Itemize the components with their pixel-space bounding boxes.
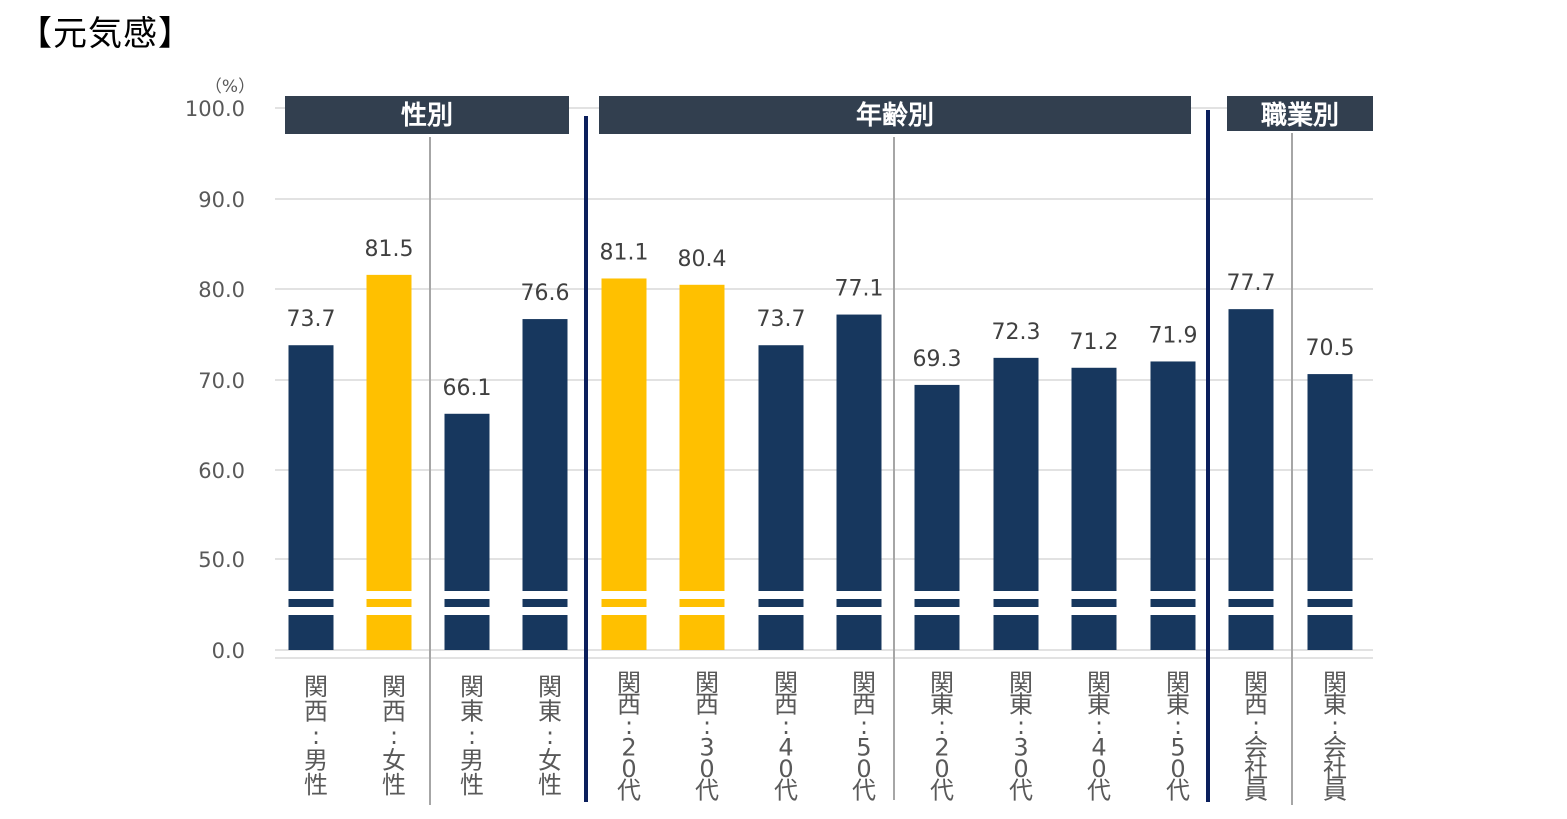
bar: [601, 278, 647, 591]
bar-break-segment: [1071, 599, 1117, 607]
bar-base: [288, 615, 334, 650]
bar: [914, 384, 960, 591]
category-label: 関西: 2 0 代: [617, 669, 641, 805]
bar: [1307, 374, 1353, 591]
bar-base: [836, 615, 882, 650]
bar-base: [444, 615, 490, 650]
data-label: 77.7: [1227, 271, 1276, 296]
bar: [1150, 361, 1196, 591]
category-label: 関東:男性: [460, 673, 484, 799]
category-label: 関西:女性: [382, 673, 406, 799]
data-label: 73.7: [287, 307, 336, 332]
category-label: 関東: 2 0 代: [930, 669, 954, 805]
data-label: 81.1: [600, 240, 649, 265]
bar-break-segment: [758, 599, 804, 607]
group-header: [599, 96, 1191, 134]
bar-base: [993, 615, 1039, 650]
bar: [836, 314, 882, 591]
group-header: [1227, 96, 1373, 131]
category-label: 関西: 4 0 代: [774, 669, 798, 805]
category-label: 関東: 4 0 代: [1087, 669, 1111, 805]
bar: [366, 274, 412, 591]
bar-break-segment: [993, 599, 1039, 607]
bar: [1071, 367, 1117, 591]
category-label: 関東:女性: [538, 673, 562, 799]
data-label: 72.3: [992, 320, 1041, 345]
bar: [758, 345, 804, 591]
bar: [288, 345, 334, 591]
y-tick-label: 80.0: [198, 278, 245, 302]
category-label: 関西:会社員: [1244, 669, 1268, 805]
bar-break-segment: [836, 599, 882, 607]
group-header-label: 職業別: [1261, 101, 1339, 131]
data-label: 71.2: [1070, 330, 1119, 355]
bar-base: [1150, 615, 1196, 650]
bar-break-segment: [1150, 599, 1196, 607]
bar: [679, 284, 725, 591]
bar-base: [914, 615, 960, 650]
category-label: 関西:男性: [304, 673, 328, 799]
bar-base: [1228, 615, 1274, 650]
y-tick-label: 70.0: [198, 369, 245, 393]
group-header-label: 年齢別: [856, 100, 934, 131]
group-header-label: 性別: [401, 101, 453, 131]
bar-base: [366, 615, 412, 650]
y-tick-label: 0.0: [212, 639, 245, 663]
bar-break-segment: [914, 599, 960, 607]
bar-base: [758, 615, 804, 650]
bar-base: [601, 615, 647, 650]
category-label: 関東: 3 0 代: [1009, 669, 1033, 805]
category-label: 関西: 5 0 代: [852, 669, 876, 805]
y-tick-label: 100.0: [185, 97, 245, 121]
bar-base: [679, 615, 725, 650]
category-label: 関東: 5 0 代: [1166, 669, 1190, 805]
data-label: 66.1: [443, 376, 492, 401]
bar-break-segment: [679, 599, 725, 607]
bar: [522, 319, 568, 591]
y-axis-unit: （%）: [205, 77, 255, 97]
group-header: [285, 96, 569, 134]
bar-base: [1071, 615, 1117, 650]
bar-break-segment: [366, 599, 412, 607]
data-label: 81.5: [365, 237, 414, 262]
data-label: 77.1: [835, 277, 884, 302]
page-title: 【元気感】: [18, 14, 193, 54]
y-tick-label: 50.0: [198, 548, 245, 572]
bar-break-segment: [1228, 599, 1274, 607]
bar: [993, 357, 1039, 591]
data-label: 70.5: [1306, 336, 1355, 361]
category-label: 関東:会社員: [1323, 669, 1347, 805]
category-label: 関西: 3 0 代: [695, 669, 719, 805]
bar-break-segment: [1307, 599, 1353, 607]
bar-break-segment: [522, 599, 568, 607]
bar: [1228, 309, 1274, 591]
bar-base: [522, 615, 568, 650]
data-label: 71.9: [1149, 323, 1198, 348]
bar-base: [1307, 615, 1353, 650]
data-label: 76.6: [521, 281, 570, 306]
y-tick-label: 60.0: [198, 459, 245, 483]
data-label: 80.4: [678, 247, 727, 272]
bar-break-segment: [601, 599, 647, 607]
data-label: 69.3: [913, 347, 962, 372]
bar-break-segment: [444, 599, 490, 607]
y-tick-label: 90.0: [198, 188, 245, 212]
bar: [444, 413, 490, 591]
bar-break-segment: [288, 599, 334, 607]
data-label: 73.7: [757, 307, 806, 332]
